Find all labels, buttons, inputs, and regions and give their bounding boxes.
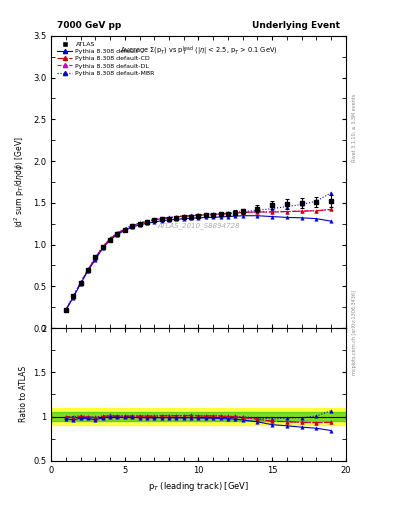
Text: Average $\Sigma$(p$_T$) vs p$_T^{\rm lead}$ ($|\eta|$ < 2.5, p$_T$ > 0.1 GeV): Average $\Sigma$(p$_T$) vs p$_T^{\rm lea… [119,45,277,58]
X-axis label: p$_T$ (leading track) [GeV]: p$_T$ (leading track) [GeV] [148,480,249,493]
Text: Rivet 3.1.10, ≥ 3.3M events: Rivet 3.1.10, ≥ 3.3M events [352,94,357,162]
Text: ATLAS_2010_S8894728: ATLAS_2010_S8894728 [157,222,240,229]
Text: Underlying Event: Underlying Event [252,21,340,30]
Legend: ATLAS, Pythia 8.308 default, Pythia 8.308 default-CD, Pythia 8.308 default-DL, P: ATLAS, Pythia 8.308 default, Pythia 8.30… [54,39,157,78]
Text: mcplots.cern.ch [arXiv:1306.3436]: mcplots.cern.ch [arXiv:1306.3436] [352,290,357,375]
Text: 7000 GeV pp: 7000 GeV pp [57,21,121,30]
Y-axis label: $\langle$d$^2$ sum p$_T$/d$\eta$d$\phi$$\rangle$ [GeV]: $\langle$d$^2$ sum p$_T$/d$\eta$d$\phi$$… [13,136,28,228]
Y-axis label: Ratio to ATLAS: Ratio to ATLAS [18,367,28,422]
